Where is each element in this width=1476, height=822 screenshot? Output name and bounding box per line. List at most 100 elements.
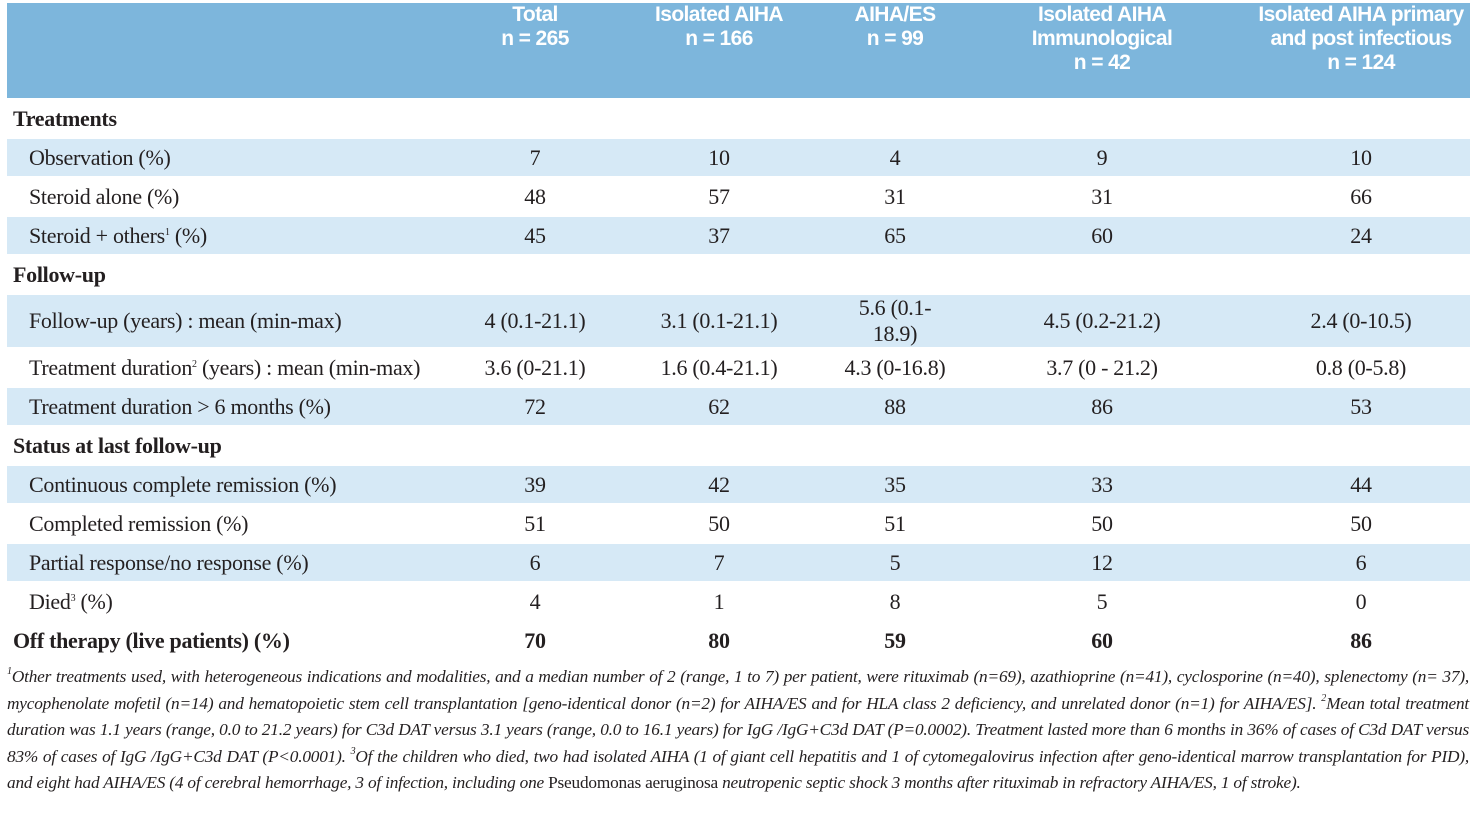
cell: 57	[600, 176, 838, 216]
cell: 5.6 (0.1-18.9)	[838, 293, 952, 348]
cell: 60	[952, 215, 1252, 255]
section-title: Follow-up	[7, 254, 1470, 294]
label-text: (%)	[75, 588, 113, 614]
header-n: n = 42	[1073, 51, 1131, 74]
cell: 70	[470, 620, 600, 659]
cell: 5	[838, 542, 952, 582]
cell: 4	[838, 137, 952, 177]
superscript: 1	[7, 666, 12, 677]
header-content: Isolated AIHA n = 166	[600, 3, 838, 51]
row-label: Off therapy (live patients) (%)	[7, 620, 470, 659]
cell: 44	[1252, 464, 1470, 504]
cell: 72	[470, 386, 600, 426]
cell: 3.1 (0.1-21.1)	[600, 293, 838, 348]
row-label: Completed remission (%)	[7, 503, 470, 543]
data-row: Treatment duration > 6 months (%) 72 62 88 8…	[7, 386, 1470, 426]
header-cell: Isolated AIHA n = 166	[600, 3, 838, 99]
header-line: and post infectious	[1270, 27, 1452, 50]
header-line: Immunological	[1031, 27, 1173, 50]
cell: 3.7 (0 - 21.2)	[952, 347, 1252, 387]
header-cell: Total n = 265	[470, 3, 600, 99]
header-n: n = 166	[685, 27, 753, 50]
cell: 80	[600, 620, 838, 659]
superscript: 1	[164, 226, 170, 238]
data-row: Follow-up (years) : mean (min-max) 4 (0.1…	[7, 293, 1470, 348]
header-content: Isolated AIHA primary and post infectious…	[1252, 3, 1470, 75]
row-label: Partial response/no response (%)	[7, 542, 470, 582]
row-label: Steroid alone (%)	[7, 176, 470, 216]
cell: 4.3 (0-16.8)	[838, 347, 952, 387]
cell: 10	[1252, 137, 1470, 177]
cell: 86	[952, 386, 1252, 426]
cell: 31	[838, 176, 952, 216]
footnote-text: Mean total treatment duration was 1.1 ye…	[7, 693, 1469, 766]
header-name: Total	[470, 3, 600, 27]
footnote-text: Of the children who died, two had isolat…	[7, 746, 1469, 793]
cell: 42	[600, 464, 838, 504]
label-text: (years) : mean (min-max)	[196, 354, 421, 380]
data-row: Steroid alone (%) 48 57 31 31 66	[7, 176, 1470, 216]
header-n: n = 99	[866, 27, 924, 50]
header-line: Isolated AIHA	[655, 3, 784, 26]
data-row: Steroid + others1 (%) 45 37 65 60 24	[7, 215, 1470, 255]
data-row: Observation (%) 7 10 4 9 10	[7, 137, 1470, 177]
cell: 60	[952, 620, 1252, 659]
cell: 86	[1252, 620, 1470, 659]
header-line: Isolated AIHA primary	[1258, 3, 1464, 26]
cell: 62	[600, 386, 838, 426]
header-name: Isolated AIHA	[600, 3, 838, 27]
cell: 65	[838, 215, 952, 255]
cell: 33	[952, 464, 1252, 504]
section-title: Treatments	[7, 98, 1470, 138]
superscript: 2	[1321, 692, 1327, 704]
cell: 8	[838, 581, 952, 621]
footnote-text: neutropenic septic shock 3 months after …	[717, 773, 1301, 792]
cell: 51	[470, 503, 600, 543]
label-text: (%)	[169, 222, 207, 248]
row-label: Treatment duration > 6 months (%)	[7, 386, 470, 426]
section-row: Status at last follow-up	[7, 425, 1470, 465]
data-row: Partial response/no response (%) 6 7 5 12 6	[7, 542, 1470, 582]
data-table: Total n = 265 Isolated AIHA n = 166 AIHA/ES n…	[7, 3, 1470, 659]
row-label: Observation (%)	[7, 137, 470, 177]
section-row: Treatments	[7, 98, 1470, 138]
cell: 0	[1252, 581, 1470, 621]
row-label: Died3 (%)	[7, 581, 470, 621]
header-content: Total n = 265	[470, 3, 600, 51]
header-content: AIHA/ES n = 99	[838, 3, 952, 51]
label-text: Follow-up (years) : mean (min-max)	[29, 308, 342, 333]
cell: 88	[838, 386, 952, 426]
row-label: Steroid + others1 (%)	[7, 215, 470, 255]
header-cell	[7, 3, 470, 99]
header-line: Total	[512, 3, 558, 26]
label-text: Observation (%)	[29, 144, 171, 170]
cell: 10	[600, 137, 838, 177]
cell: 5	[952, 581, 1252, 621]
cell: 45	[470, 215, 600, 255]
label-text: Treatment duration > 6 months (%)	[29, 393, 331, 419]
row-label: Follow-up (years) : mean (min-max)	[7, 293, 470, 348]
header-row: Total n = 265 Isolated AIHA n = 166 AIHA/ES n…	[7, 3, 1470, 99]
section-row: Follow-up	[7, 254, 1470, 294]
row-label: Treatment duration2 (years) : mean (min-…	[7, 347, 470, 387]
header-cell: Isolated AIHA primary and post infectious…	[1252, 3, 1470, 99]
cell: 35	[838, 464, 952, 504]
superscript: 2	[192, 358, 197, 370]
header-line: AIHA/ES	[854, 3, 937, 26]
cell: 6	[470, 542, 600, 582]
superscript: 3	[350, 745, 356, 757]
header-n: n = 124	[1327, 51, 1395, 74]
data-row: Died3 (%) 4 1 8 5 0	[7, 581, 1470, 621]
data-row: Continuous complete remission (%) 39 42 35 3…	[7, 464, 1470, 504]
cell: 9	[952, 137, 1252, 177]
superscript: 3	[70, 592, 76, 604]
cell: 0.8 (0-5.8)	[1252, 347, 1470, 387]
cell: 48	[470, 176, 600, 216]
header-line: Isolated AIHA	[1038, 3, 1167, 26]
cell: 2.4 (0-10.5)	[1252, 293, 1470, 348]
cell: 4	[470, 581, 600, 621]
cell: 7	[470, 137, 600, 177]
cell: 6	[1252, 542, 1470, 582]
cell: 24	[1252, 215, 1470, 255]
